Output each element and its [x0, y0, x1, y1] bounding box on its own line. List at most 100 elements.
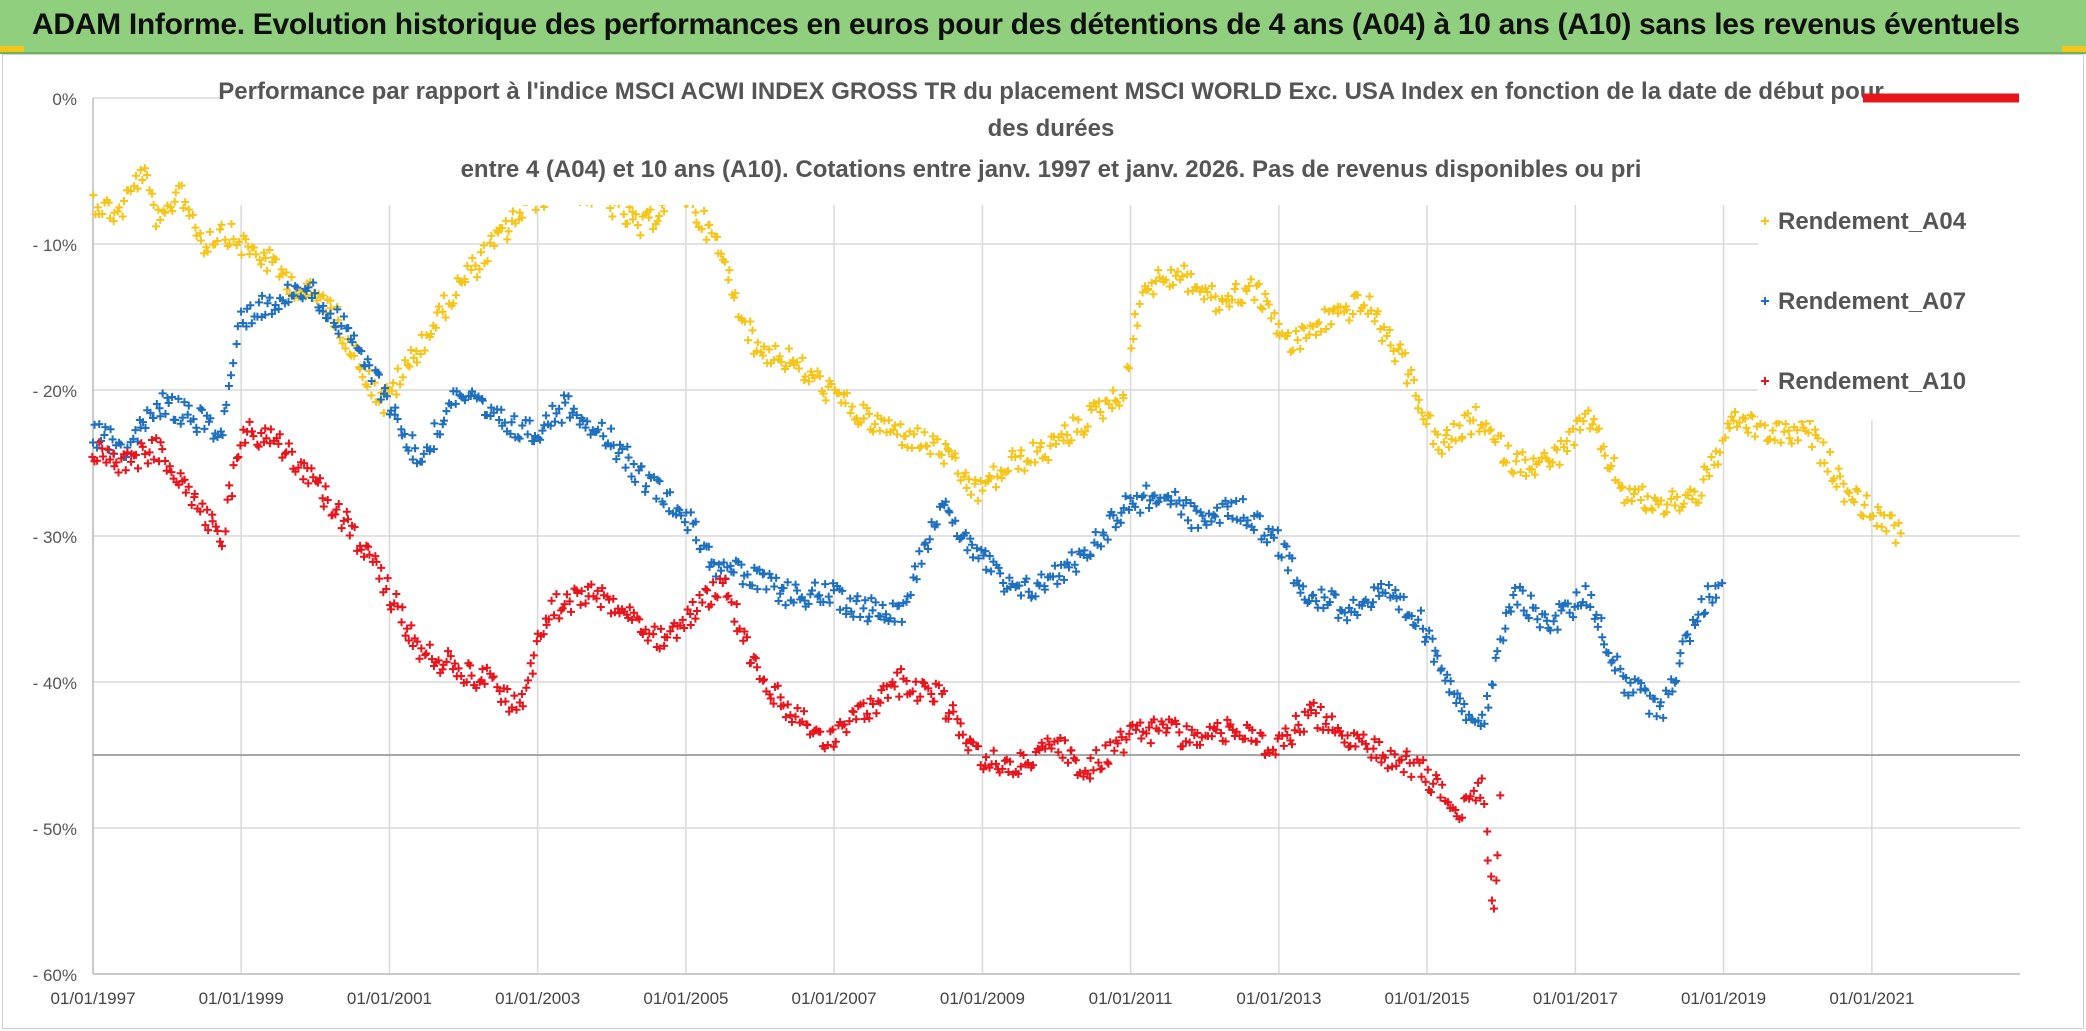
data-point	[1372, 753, 1381, 762]
data-point	[740, 627, 749, 636]
data-point	[202, 243, 211, 252]
data-point	[765, 690, 774, 699]
data-point	[683, 526, 692, 535]
data-point	[334, 316, 343, 325]
data-point	[902, 676, 911, 685]
data-point	[1367, 306, 1376, 315]
data-point	[1103, 535, 1112, 544]
data-point	[1565, 608, 1574, 617]
data-point	[1006, 757, 1015, 766]
data-point	[518, 421, 527, 430]
data-point	[614, 448, 623, 457]
data-point	[890, 421, 899, 430]
data-point	[758, 351, 767, 360]
data-point	[1477, 774, 1486, 783]
data-point	[748, 326, 757, 335]
data-point	[1705, 592, 1714, 601]
data-point	[581, 423, 590, 432]
data-point	[688, 597, 697, 606]
data-point	[403, 624, 412, 633]
data-point	[1224, 511, 1232, 520]
data-point	[709, 578, 718, 587]
data-point	[599, 432, 608, 441]
data-point	[232, 340, 241, 349]
data-point	[267, 309, 276, 318]
data-point	[838, 586, 847, 595]
data-point	[1340, 738, 1349, 747]
data-point	[1829, 474, 1838, 483]
data-point	[1243, 516, 1252, 525]
data-point	[319, 502, 328, 511]
data-point	[229, 461, 238, 470]
data-point	[982, 753, 991, 762]
data-point	[161, 457, 170, 466]
data-point	[103, 445, 112, 454]
data-point	[119, 197, 128, 205]
data-point	[93, 203, 102, 212]
legend-label: Rendement_A04	[1778, 208, 1967, 235]
data-point	[992, 483, 1001, 492]
data-point	[345, 531, 354, 540]
data-point	[974, 742, 983, 751]
data-point	[141, 423, 150, 432]
data-point	[907, 443, 916, 452]
data-point	[1187, 725, 1196, 734]
data-point	[1572, 588, 1581, 597]
data-point	[196, 236, 205, 245]
data-point	[958, 730, 967, 739]
data-point	[1417, 772, 1426, 781]
data-point	[1894, 519, 1903, 528]
data-point	[1425, 626, 1434, 635]
data-point	[271, 255, 280, 264]
data-point	[815, 591, 824, 600]
data-point	[1316, 702, 1325, 711]
data-point	[180, 398, 189, 407]
data-point	[905, 427, 914, 436]
data-point	[1491, 653, 1500, 662]
data-point	[132, 450, 141, 459]
data-point	[923, 442, 932, 451]
data-point	[1292, 327, 1301, 336]
data-point	[1429, 779, 1438, 788]
data-point	[828, 725, 837, 734]
data-point	[816, 727, 825, 736]
data-point	[1136, 718, 1145, 727]
data-point	[1238, 299, 1247, 308]
data-point	[992, 759, 1001, 768]
data-point	[1017, 446, 1026, 455]
data-point	[655, 644, 664, 653]
data-point	[1008, 447, 1017, 456]
data-point	[498, 224, 507, 233]
data-point	[146, 408, 155, 417]
data-point	[849, 707, 858, 716]
data-point	[1401, 349, 1410, 358]
data-point	[242, 322, 251, 331]
data-point	[646, 205, 655, 214]
data-point	[1608, 656, 1617, 665]
data-point	[997, 474, 1006, 483]
data-point	[1385, 325, 1394, 334]
data-point	[744, 336, 753, 345]
data-point	[400, 430, 409, 439]
data-point	[158, 389, 167, 398]
data-point	[452, 291, 461, 300]
data-point	[1862, 491, 1871, 500]
data-point	[552, 590, 561, 599]
data-point	[1047, 744, 1056, 753]
data-point	[550, 611, 559, 620]
data-point	[1679, 499, 1688, 508]
data-point	[1725, 424, 1734, 433]
data-point	[925, 535, 934, 544]
data-point	[1043, 734, 1052, 743]
data-point	[198, 499, 207, 508]
data-point	[283, 280, 292, 289]
data-point	[1807, 442, 1816, 451]
data-point	[1322, 325, 1331, 334]
data-point	[452, 387, 461, 396]
data-point	[223, 495, 232, 504]
data-point	[1702, 465, 1711, 474]
data-point	[961, 468, 970, 477]
data-point	[387, 605, 396, 614]
data-point	[319, 291, 328, 300]
data-point	[454, 664, 463, 673]
